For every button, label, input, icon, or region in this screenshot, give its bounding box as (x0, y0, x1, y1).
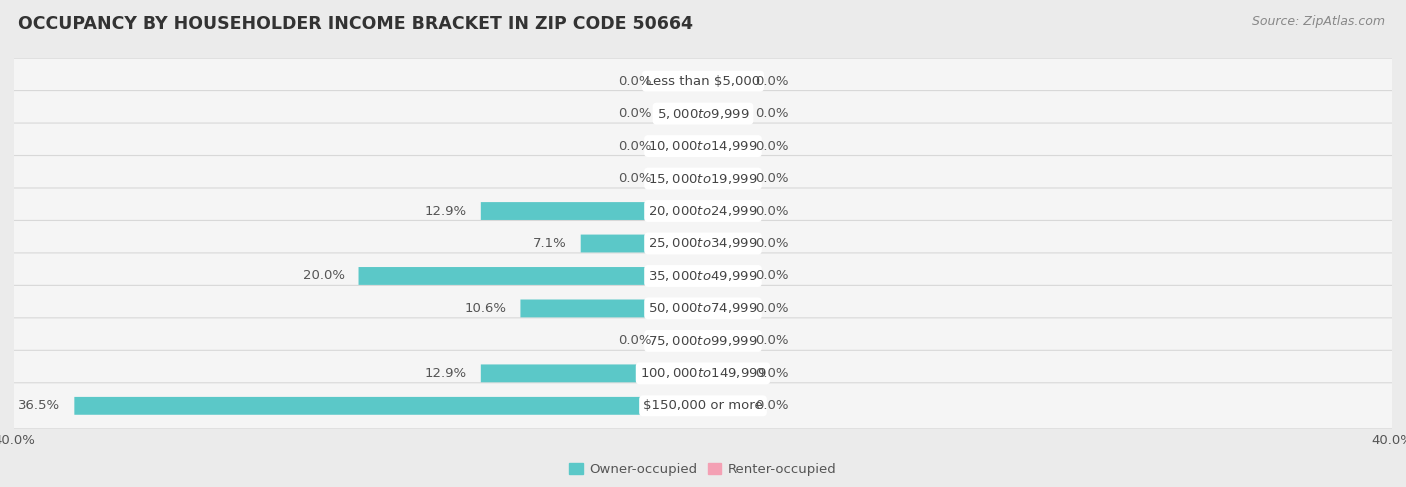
FancyBboxPatch shape (8, 350, 1398, 396)
FancyBboxPatch shape (659, 105, 703, 123)
FancyBboxPatch shape (703, 235, 747, 252)
FancyBboxPatch shape (8, 221, 1398, 266)
Text: 0.0%: 0.0% (755, 399, 789, 412)
FancyBboxPatch shape (659, 72, 703, 90)
FancyBboxPatch shape (703, 300, 747, 318)
Text: 7.1%: 7.1% (533, 237, 567, 250)
Text: 0.0%: 0.0% (617, 172, 651, 185)
FancyBboxPatch shape (703, 267, 747, 285)
FancyBboxPatch shape (359, 267, 703, 285)
Text: 0.0%: 0.0% (755, 302, 789, 315)
Text: 0.0%: 0.0% (617, 335, 651, 347)
Text: 0.0%: 0.0% (755, 172, 789, 185)
FancyBboxPatch shape (8, 188, 1398, 234)
FancyBboxPatch shape (8, 58, 1398, 104)
FancyBboxPatch shape (8, 155, 1398, 202)
Text: 0.0%: 0.0% (755, 367, 789, 380)
Text: $75,000 to $99,999: $75,000 to $99,999 (648, 334, 758, 348)
Text: $20,000 to $24,999: $20,000 to $24,999 (648, 204, 758, 218)
Text: OCCUPANCY BY HOUSEHOLDER INCOME BRACKET IN ZIP CODE 50664: OCCUPANCY BY HOUSEHOLDER INCOME BRACKET … (18, 15, 693, 33)
FancyBboxPatch shape (8, 123, 1398, 169)
FancyBboxPatch shape (659, 332, 703, 350)
Text: 0.0%: 0.0% (755, 205, 789, 218)
Text: $150,000 or more: $150,000 or more (643, 399, 763, 412)
Text: Source: ZipAtlas.com: Source: ZipAtlas.com (1251, 15, 1385, 28)
Text: $100,000 to $149,999: $100,000 to $149,999 (640, 366, 766, 380)
Text: 0.0%: 0.0% (755, 237, 789, 250)
Text: 0.0%: 0.0% (755, 335, 789, 347)
Text: $10,000 to $14,999: $10,000 to $14,999 (648, 139, 758, 153)
Text: 0.0%: 0.0% (755, 107, 789, 120)
Text: 0.0%: 0.0% (617, 140, 651, 152)
Text: 0.0%: 0.0% (755, 269, 789, 282)
FancyBboxPatch shape (8, 383, 1398, 429)
Text: 0.0%: 0.0% (755, 140, 789, 152)
FancyBboxPatch shape (703, 202, 747, 220)
FancyBboxPatch shape (520, 300, 703, 318)
FancyBboxPatch shape (703, 332, 747, 350)
FancyBboxPatch shape (8, 285, 1398, 332)
FancyBboxPatch shape (8, 91, 1398, 137)
Text: $15,000 to $19,999: $15,000 to $19,999 (648, 171, 758, 186)
FancyBboxPatch shape (8, 318, 1398, 364)
Text: 0.0%: 0.0% (617, 107, 651, 120)
Text: 12.9%: 12.9% (425, 205, 467, 218)
Text: $5,000 to $9,999: $5,000 to $9,999 (657, 107, 749, 121)
Text: $50,000 to $74,999: $50,000 to $74,999 (648, 301, 758, 316)
FancyBboxPatch shape (481, 202, 703, 220)
FancyBboxPatch shape (8, 253, 1398, 299)
Text: $25,000 to $34,999: $25,000 to $34,999 (648, 237, 758, 250)
Text: 12.9%: 12.9% (425, 367, 467, 380)
Text: $35,000 to $49,999: $35,000 to $49,999 (648, 269, 758, 283)
FancyBboxPatch shape (703, 169, 747, 187)
FancyBboxPatch shape (703, 364, 747, 382)
Text: 20.0%: 20.0% (302, 269, 344, 282)
Text: 36.5%: 36.5% (18, 399, 60, 412)
Text: 10.6%: 10.6% (464, 302, 506, 315)
FancyBboxPatch shape (581, 235, 703, 252)
Text: 0.0%: 0.0% (617, 75, 651, 88)
FancyBboxPatch shape (703, 137, 747, 155)
Text: Less than $5,000: Less than $5,000 (645, 75, 761, 88)
FancyBboxPatch shape (659, 137, 703, 155)
FancyBboxPatch shape (703, 72, 747, 90)
FancyBboxPatch shape (481, 364, 703, 382)
Text: 0.0%: 0.0% (755, 75, 789, 88)
Legend: Owner-occupied, Renter-occupied: Owner-occupied, Renter-occupied (564, 458, 842, 481)
FancyBboxPatch shape (75, 397, 703, 415)
FancyBboxPatch shape (703, 397, 747, 415)
FancyBboxPatch shape (703, 105, 747, 123)
FancyBboxPatch shape (659, 169, 703, 187)
